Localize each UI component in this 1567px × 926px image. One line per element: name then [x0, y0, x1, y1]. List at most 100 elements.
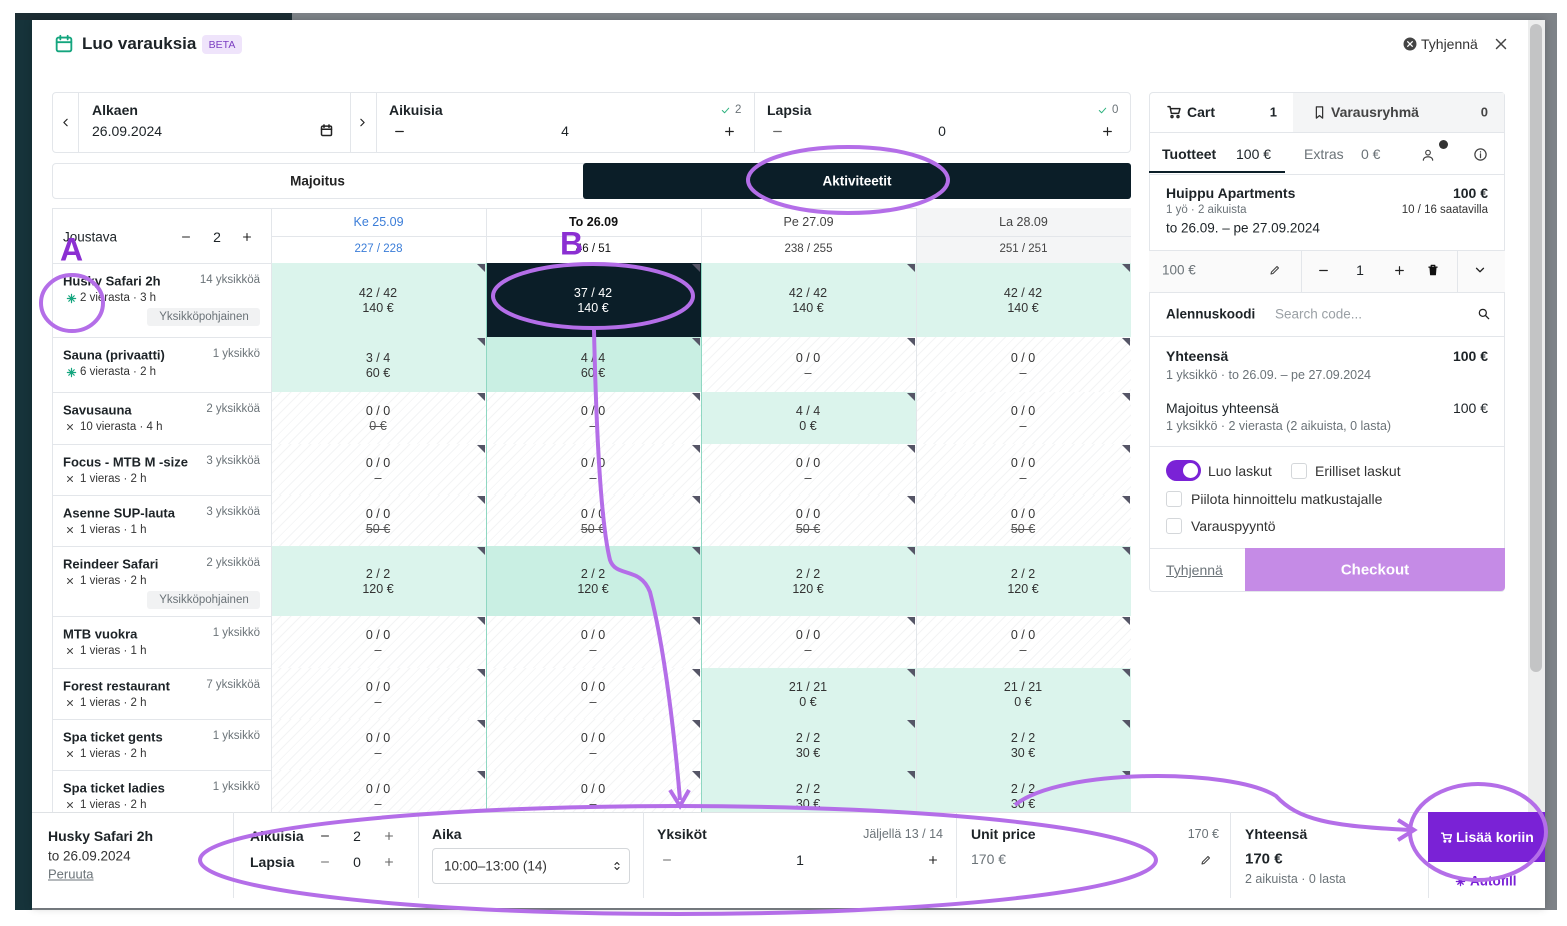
label: 100 € — [1452, 185, 1488, 201]
cell-count: 42 / 42 — [1003, 286, 1043, 300]
badge-bg — [202, 35, 242, 54]
availability-cell[interactable] — [916, 668, 1131, 719]
availability-cell[interactable] — [916, 719, 1131, 770]
label[interactable]: Lisää koriin — [1456, 829, 1534, 845]
cell-price: 140 € — [792, 301, 824, 315]
badge-dot — [1439, 140, 1448, 149]
icon-bookmark — [1315, 105, 1323, 119]
icon-calendar — [55, 34, 73, 53]
availability-cell[interactable] — [271, 495, 486, 546]
label[interactable]: Peruuta — [48, 866, 94, 882]
cell-price: – — [804, 365, 812, 380]
availability-cell[interactable] — [486, 337, 701, 392]
availability-cell[interactable] — [916, 546, 1131, 616]
label: Luo laskut — [1208, 463, 1272, 479]
availability-cell[interactable] — [486, 668, 701, 719]
icon-minus — [181, 236, 191, 238]
icon-plus — [1102, 126, 1112, 136]
availability-cell[interactable] — [916, 495, 1131, 546]
availability-cell[interactable] — [916, 392, 1131, 444]
tab-label[interactable]: Majoitus — [290, 173, 345, 189]
availability-cell[interactable] — [486, 392, 701, 444]
date-input[interactable]: 26.09.2024 — [92, 123, 163, 139]
topbar — [15, 13, 292, 20]
activity-units: 3 yksikköä — [206, 506, 260, 518]
cell-corner — [907, 264, 915, 272]
label: 100 € — [1162, 262, 1196, 278]
availability-cell[interactable] — [916, 616, 1131, 668]
availability-cell[interactable] — [916, 337, 1131, 392]
checkbox[interactable] — [1291, 463, 1307, 479]
label: 0 — [353, 854, 361, 870]
availability-cell[interactable] — [271, 616, 486, 668]
cell-corner — [477, 547, 485, 555]
cell-count: 4 / 4 — [580, 350, 606, 365]
availability-cell[interactable] — [916, 444, 1131, 495]
cell-corner — [907, 393, 915, 401]
availability-cell[interactable] — [701, 392, 916, 444]
checkbox[interactable] — [1166, 518, 1182, 534]
availability-cell[interactable] — [271, 337, 486, 392]
cell-count: 2 / 2 — [1010, 782, 1036, 796]
availability-cell[interactable] — [271, 263, 486, 337]
label[interactable]: Autofill — [1470, 873, 1517, 889]
availability-cell[interactable] — [701, 616, 916, 668]
availability-cell[interactable] — [701, 263, 916, 337]
availability-cell[interactable] — [486, 616, 701, 668]
cell-corner — [1122, 338, 1130, 346]
cell-corner — [692, 669, 700, 677]
checkbox[interactable] — [1166, 491, 1182, 507]
cell-corner — [692, 547, 700, 555]
availability-cell[interactable] — [271, 444, 486, 495]
label: Aika — [432, 826, 462, 842]
cell-price: 140 € — [577, 301, 609, 315]
availability-cell[interactable] — [271, 719, 486, 770]
availability-cell[interactable] — [486, 546, 701, 616]
availability-cell[interactable] — [486, 719, 701, 770]
availability-cell[interactable] — [271, 392, 486, 444]
availability-cell[interactable] — [701, 444, 916, 495]
label[interactable]: Varausryhmä — [1331, 104, 1419, 120]
label: Huippu Apartments — [1166, 185, 1296, 201]
availability-cell[interactable] — [701, 337, 916, 392]
label: 1 — [1269, 104, 1277, 120]
divider — [78, 92, 79, 153]
cell-corner — [907, 669, 915, 677]
icon-info — [1473, 147, 1487, 161]
label[interactable]: Cart — [1187, 104, 1216, 120]
discount-input[interactable]: Search code... — [1275, 306, 1363, 322]
icon-xcircle — [1403, 37, 1417, 51]
column-capacity: 238 / 255 — [784, 243, 833, 255]
icon-cross — [67, 578, 73, 584]
icon-cross — [67, 751, 73, 757]
availability-cell[interactable] — [701, 495, 916, 546]
availability-cell[interactable] — [271, 546, 486, 616]
activity-units: 7 yksikköä — [206, 679, 260, 691]
icon-search — [1478, 308, 1490, 320]
availability-cell[interactable] — [486, 263, 701, 337]
label[interactable]: Tuotteet — [1162, 146, 1217, 162]
activity-units: 1 yksikkö — [212, 348, 260, 360]
tag-bg — [147, 308, 260, 326]
availability-cell[interactable] — [701, 546, 916, 616]
availability-cell[interactable] — [486, 495, 701, 546]
availability-cell[interactable] — [916, 263, 1131, 337]
availability-cell[interactable] — [701, 668, 916, 719]
cell-corner — [692, 445, 700, 453]
checkout-button[interactable] — [1245, 548, 1505, 591]
tab-label[interactable]: Aktiviteetit — [822, 173, 892, 189]
cell-price: 140 € — [1007, 301, 1039, 315]
icon-cross — [1495, 38, 1507, 50]
icon-minus — [772, 130, 782, 132]
availability-cell[interactable] — [701, 719, 916, 770]
cell-count: 2 / 2 — [580, 567, 606, 581]
availability-cell[interactable] — [271, 668, 486, 719]
label[interactable]: Extras — [1304, 146, 1344, 162]
label: 10:00–13:00 (14) — [444, 858, 547, 874]
label[interactable]: Checkout — [1340, 561, 1410, 579]
clear-button[interactable]: Tyhjennä — [1421, 36, 1478, 52]
clear-link[interactable]: Tyhjennä — [1166, 562, 1223, 578]
availability-cell[interactable] — [486, 444, 701, 495]
cell-count: 0 / 0 — [365, 730, 391, 745]
